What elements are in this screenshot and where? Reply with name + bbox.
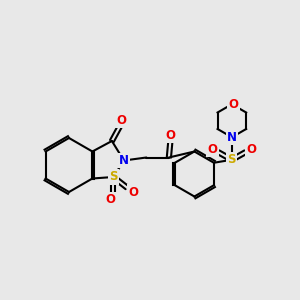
Text: N: N — [119, 154, 129, 167]
Text: O: O — [246, 143, 256, 156]
Text: O: O — [207, 143, 218, 156]
Text: N: N — [227, 131, 237, 144]
Text: O: O — [228, 98, 239, 111]
Text: S: S — [109, 170, 118, 184]
Text: S: S — [228, 153, 236, 166]
Text: O: O — [165, 129, 176, 142]
Text: O: O — [105, 193, 116, 206]
Text: O: O — [128, 185, 138, 199]
Text: O: O — [116, 113, 126, 127]
